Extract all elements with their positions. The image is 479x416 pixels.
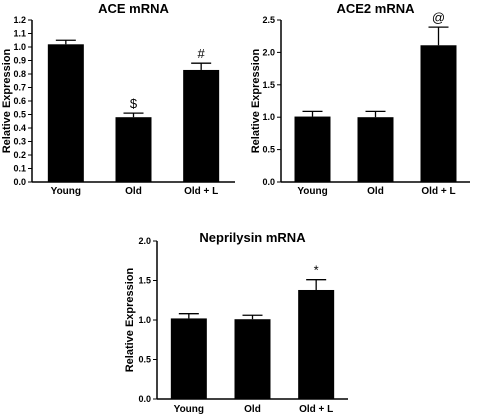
chart3-y-axis-label: Relative Expression <box>124 267 136 372</box>
chart2-category-label-3: Old + L <box>421 186 455 197</box>
chart3-bar-3 <box>298 289 335 399</box>
chart2-category-label-2: Old <box>367 186 384 197</box>
chart3-y-tick-label: 2.0 <box>138 236 151 246</box>
chart1-y-tick-label: 0.8 <box>13 69 26 79</box>
chart1-y-tick-label: 1.1 <box>13 29 26 39</box>
chart1-y-axis-label: Relative Expression <box>1 48 13 153</box>
chart2-bar-1 <box>294 116 331 182</box>
chart1-title: ACE mRNA <box>98 1 169 16</box>
chart1-category-label-3: Old + L <box>184 186 218 197</box>
chart3-annotation-3: * <box>314 263 319 278</box>
chart1-y-tick-label: 0.5 <box>13 110 26 120</box>
chart2-y-tick-label: 2.5 <box>262 15 275 25</box>
chart1-annotation-3: # <box>198 46 206 61</box>
chart1-bar-2 <box>115 117 152 182</box>
chart3-category-label-1: Young <box>174 404 204 415</box>
chart2-title: ACE2 mRNA <box>336 1 415 16</box>
chart2-category-label-1: Young <box>297 186 327 197</box>
chart2-bar-2 <box>357 117 394 182</box>
chart3-y-tick-label: 1.5 <box>138 276 151 286</box>
chart1-y-tick-label: 0.3 <box>13 137 26 147</box>
chart1-bar-1 <box>47 44 84 182</box>
chart3-category-label-3: Old + L <box>299 404 333 415</box>
chart2-bar-3 <box>420 45 457 182</box>
chart2-y-tick-label: 0.5 <box>262 145 275 155</box>
chart1-y-tick-label: 0.7 <box>13 83 26 93</box>
chart1-y-tick-label: 0.2 <box>13 150 26 160</box>
chart3-bar-1 <box>170 318 207 399</box>
chart1-y-tick-label: 0.4 <box>13 123 26 133</box>
chart1-y-tick-label: 1.0 <box>13 42 26 52</box>
chart3-title: Neprilysin mRNA <box>199 230 306 245</box>
chart2-y-tick-label: 1.5 <box>262 80 275 90</box>
chart2-annotation-3: @ <box>432 10 445 25</box>
chart1-y-tick-label: 0.0 <box>13 177 26 187</box>
chart1-bar-3 <box>183 69 220 182</box>
chart1-annotation-2: $ <box>130 96 138 111</box>
chart3-y-tick-label: 1.0 <box>138 315 151 325</box>
chart3-bar-2 <box>234 319 271 399</box>
chart3-category-label-2: Old <box>244 404 261 415</box>
chart1-category-label-1: Young <box>51 186 81 197</box>
chart2-y-tick-label: 1.0 <box>262 112 275 122</box>
chart2-y-tick-label: 2.0 <box>262 47 275 57</box>
chart1-y-tick-label: 0.6 <box>13 96 26 106</box>
chart1-y-tick-label: 0.9 <box>13 56 26 66</box>
chart2-y-tick-label: 0.0 <box>262 177 275 187</box>
chart1-y-tick-label: 0.1 <box>13 164 26 174</box>
chart2-y-axis-label: Relative Expression <box>250 48 262 153</box>
chart3-y-tick-label: 0.5 <box>138 355 151 365</box>
chart1-category-label-2: Old <box>125 186 142 197</box>
chart1-y-tick-label: 1.2 <box>13 15 26 25</box>
chart3-y-tick-label: 0.0 <box>138 394 151 404</box>
